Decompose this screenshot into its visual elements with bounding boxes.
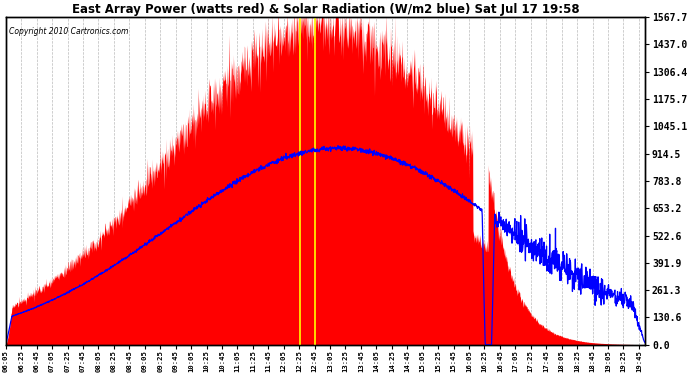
Title: East Array Power (watts red) & Solar Radiation (W/m2 blue) Sat Jul 17 19:58: East Array Power (watts red) & Solar Rad… xyxy=(72,3,579,16)
Text: Copyright 2010 Cartronics.com: Copyright 2010 Cartronics.com xyxy=(9,27,128,36)
